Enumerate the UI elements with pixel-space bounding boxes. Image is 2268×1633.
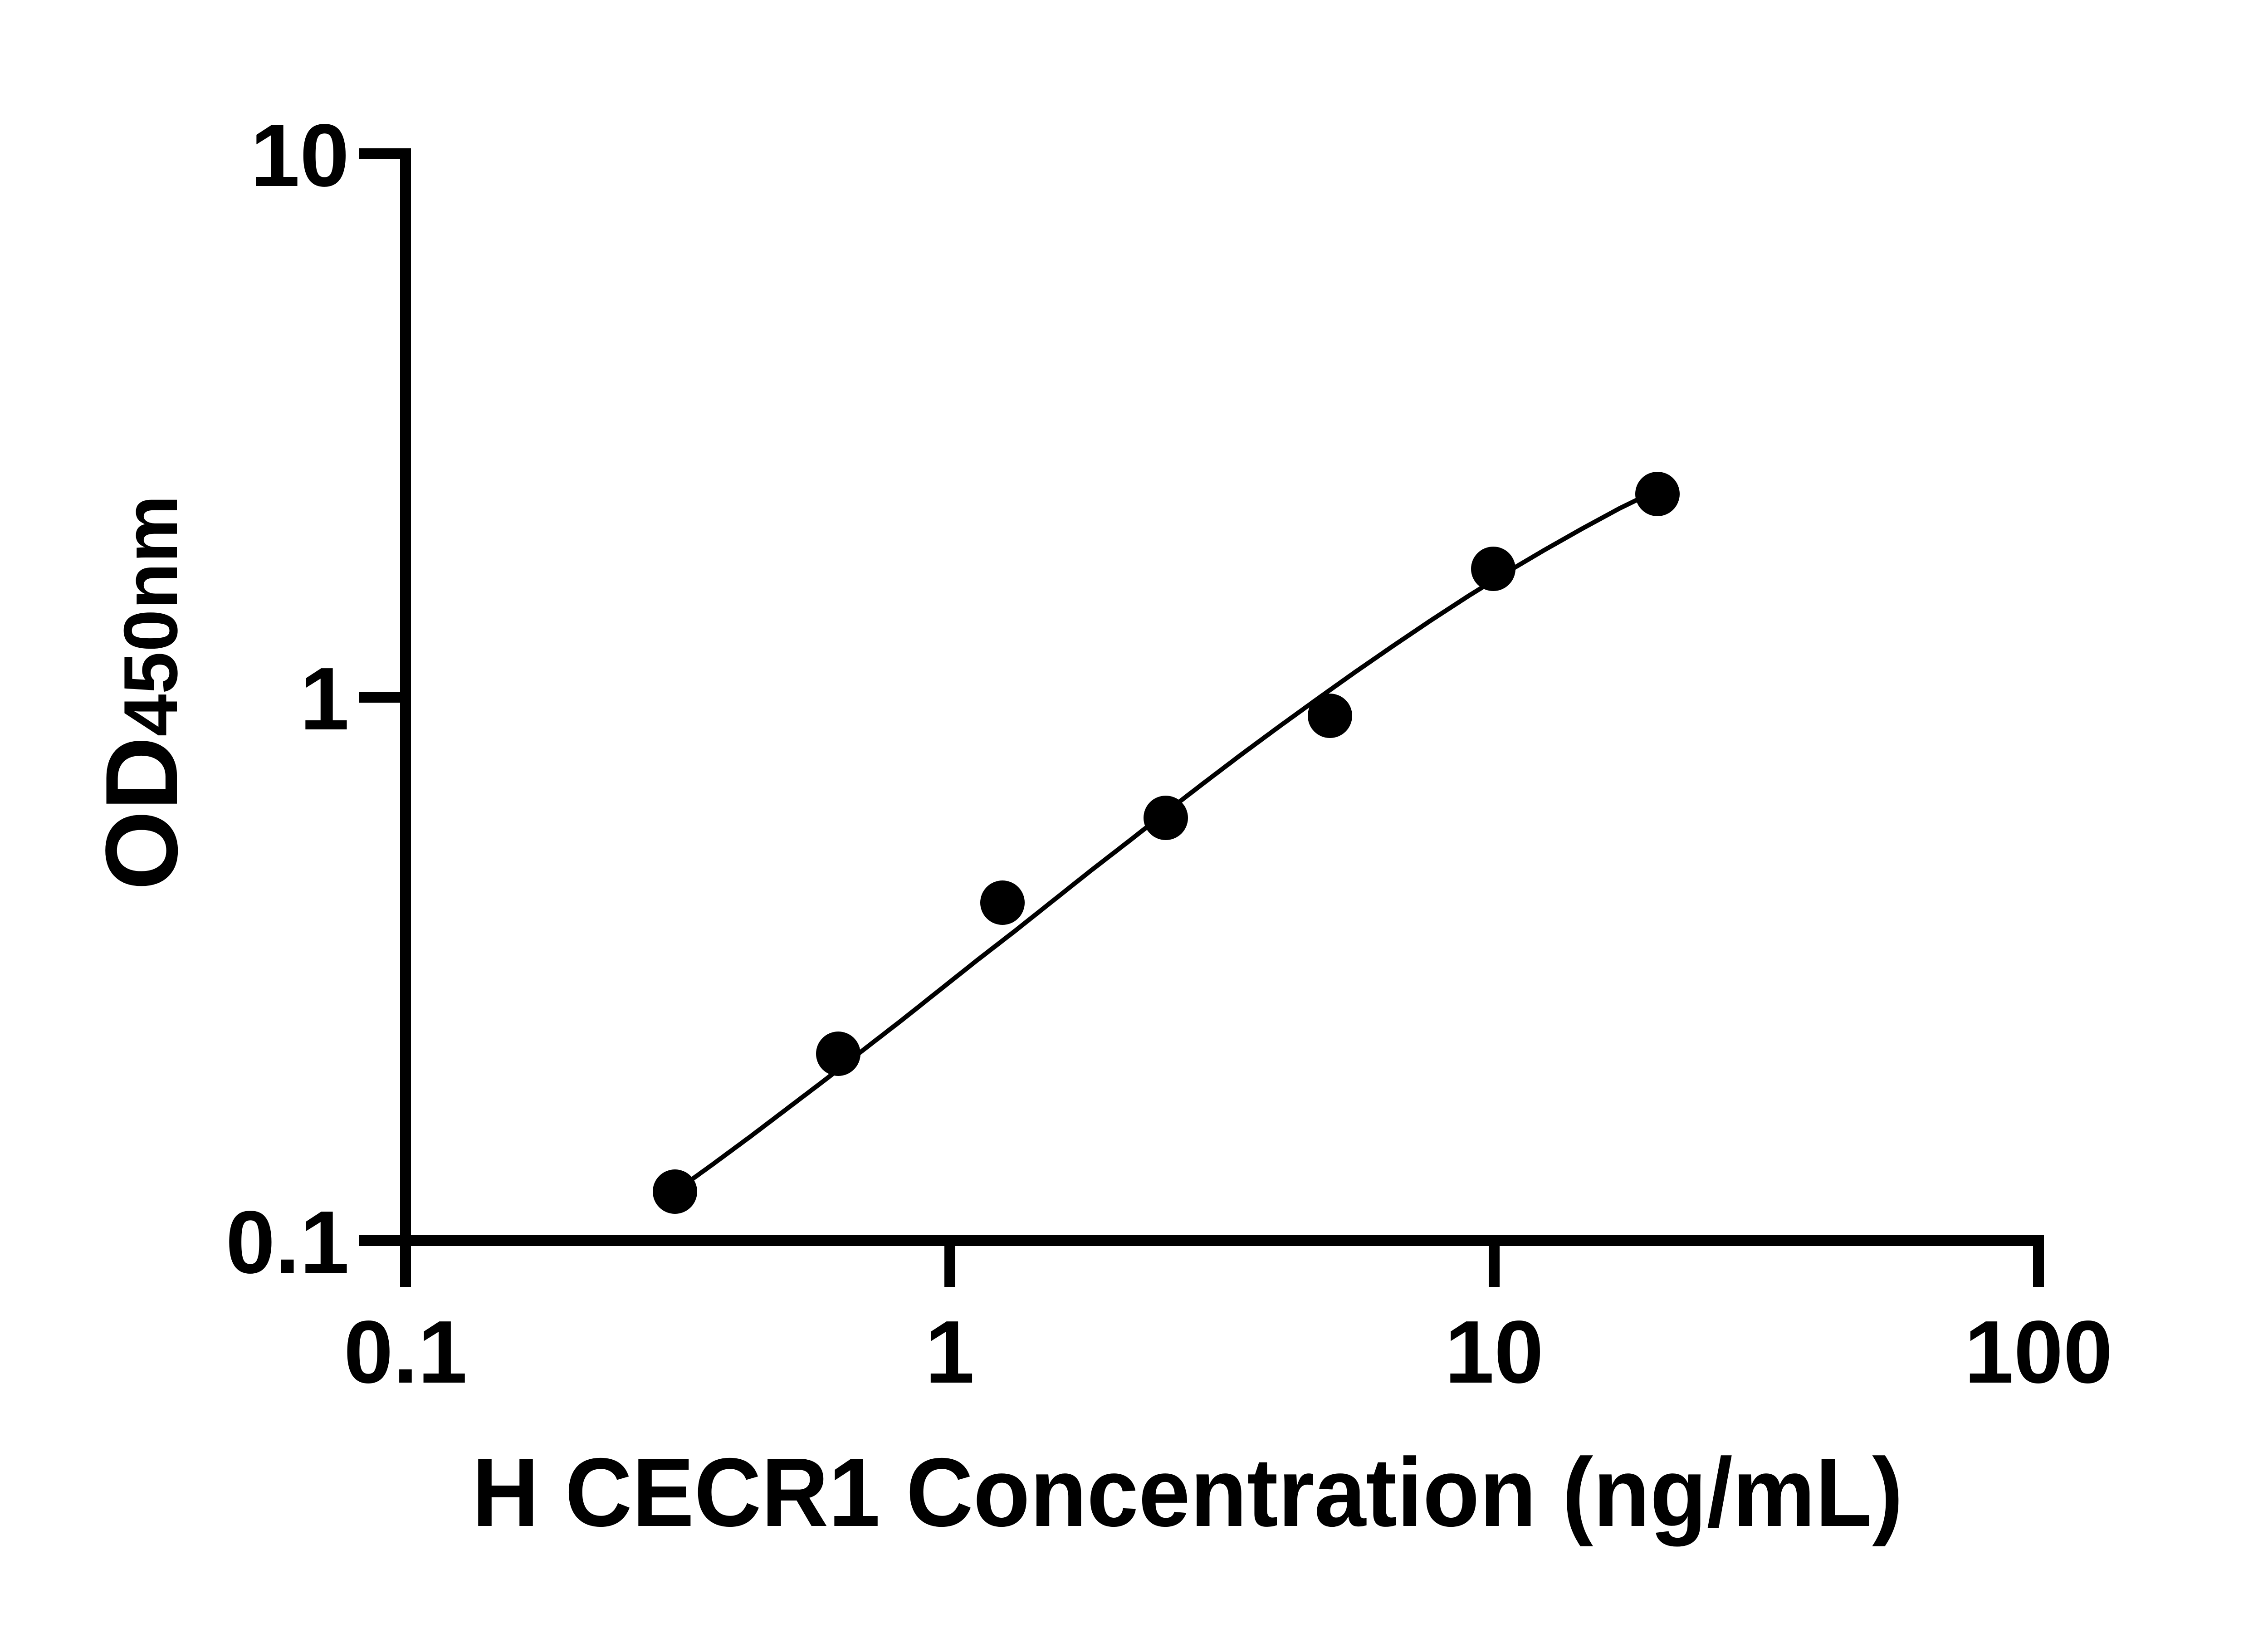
svg-text:100: 100 [1964, 1302, 2112, 1402]
svg-text:OD450nm: OD450nm [84, 495, 199, 890]
svg-text:10: 10 [250, 106, 349, 205]
svg-text:1: 1 [925, 1302, 974, 1402]
svg-text:0.1: 0.1 [226, 1193, 349, 1292]
svg-text:10: 10 [1445, 1302, 1544, 1402]
svg-text:1: 1 [300, 649, 349, 748]
svg-text:0.1: 0.1 [344, 1302, 467, 1402]
svg-text:H CECR1 Concentration (ng/mL): H CECR1 Concentration (ng/mL) [472, 1437, 1903, 1547]
